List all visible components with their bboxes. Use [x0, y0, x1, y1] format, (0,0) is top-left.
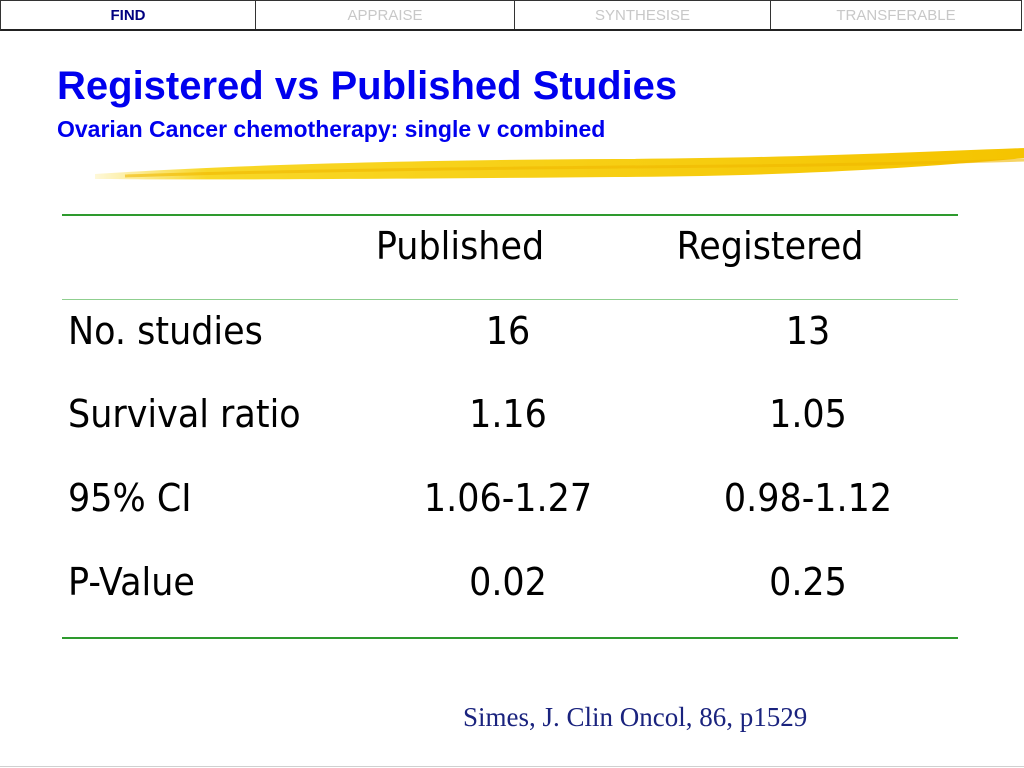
slide-subtitle: Ovarian Cancer chemotherapy: single v co…	[57, 116, 606, 142]
registered-value: 0.98-1.12	[723, 476, 893, 520]
citation: Simes, J. Clin Oncol, 86, p1529	[463, 702, 808, 732]
column-header-published: Published	[375, 224, 545, 268]
registered-value: 0.25	[769, 560, 847, 604]
tab-find[interactable]: FIND	[1, 1, 256, 29]
published-value: 0.02	[469, 560, 547, 604]
tab-appraise[interactable]: APPRAISE	[256, 1, 515, 29]
published-value: 1.16	[469, 392, 547, 436]
registered-value: 13	[785, 309, 831, 353]
registered-value: 1.05	[769, 392, 847, 436]
published-value: 1.06-1.27	[423, 476, 593, 520]
slide-title: Registered vs Published Studies	[57, 64, 678, 108]
table-rule-top	[62, 214, 958, 216]
published-value: 16	[485, 309, 531, 353]
row-label: No. studies	[68, 309, 263, 353]
highlighter-stroke	[95, 148, 1024, 180]
tab-synthesise[interactable]: SYNTHESISE	[515, 1, 771, 29]
table-rule-bottom	[62, 637, 958, 639]
tab-bar: FIND APPRAISE SYNTHESISE TRANSFERABLE	[0, 0, 1022, 31]
row-label: Survival ratio	[68, 392, 301, 436]
tab-transferable[interactable]: TRANSFERABLE	[836, 6, 956, 24]
column-header-registered: Registered	[676, 224, 864, 268]
bottom-divider	[0, 766, 1024, 767]
row-label: 95% CI	[68, 476, 192, 520]
row-label: P-Value	[68, 560, 195, 604]
table-rule-header	[62, 299, 958, 300]
